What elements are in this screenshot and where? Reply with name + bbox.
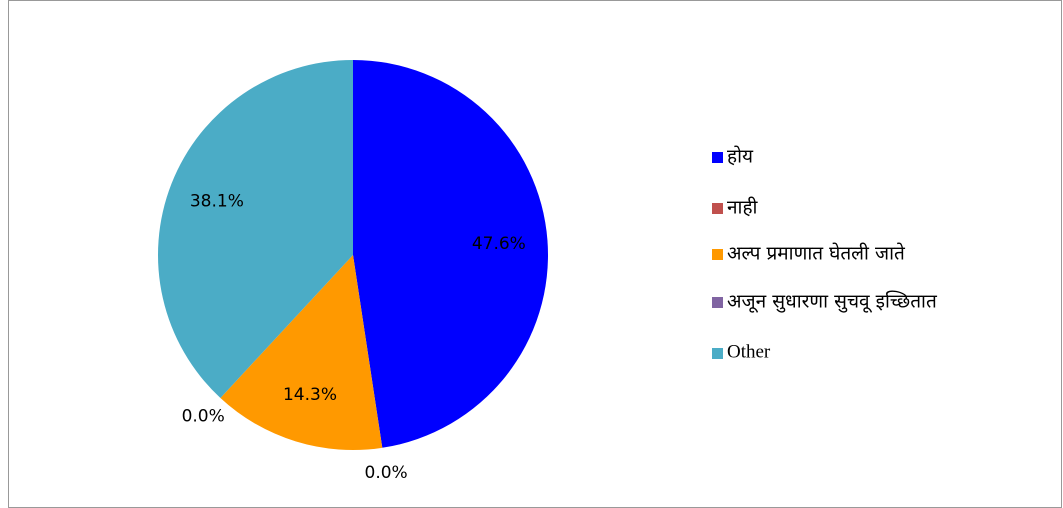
legend-swatch <box>712 297 723 308</box>
legend-label: नाही <box>727 196 759 219</box>
legend-swatch <box>712 348 723 359</box>
legend-swatch <box>712 152 723 163</box>
data-label: 47.6% <box>472 234 526 254</box>
pie-slice <box>220 255 383 450</box>
data-label: 38.1% <box>190 192 244 212</box>
data-label: 14.3% <box>283 385 337 405</box>
legend-swatch <box>712 203 723 214</box>
legend-label: Other <box>727 341 771 362</box>
data-label: 0.0% <box>182 407 225 427</box>
legend-label: होय <box>727 145 754 168</box>
legend-label: अल्प प्रमाणात घेतली जाते <box>727 242 906 265</box>
pie-slice <box>158 60 353 398</box>
data-label: 0.0% <box>365 463 408 483</box>
legend-swatch <box>712 249 723 260</box>
legend-label: अजून सुधारणा सुचवू इच्छितात <box>727 290 938 314</box>
pie-slice <box>353 60 548 448</box>
